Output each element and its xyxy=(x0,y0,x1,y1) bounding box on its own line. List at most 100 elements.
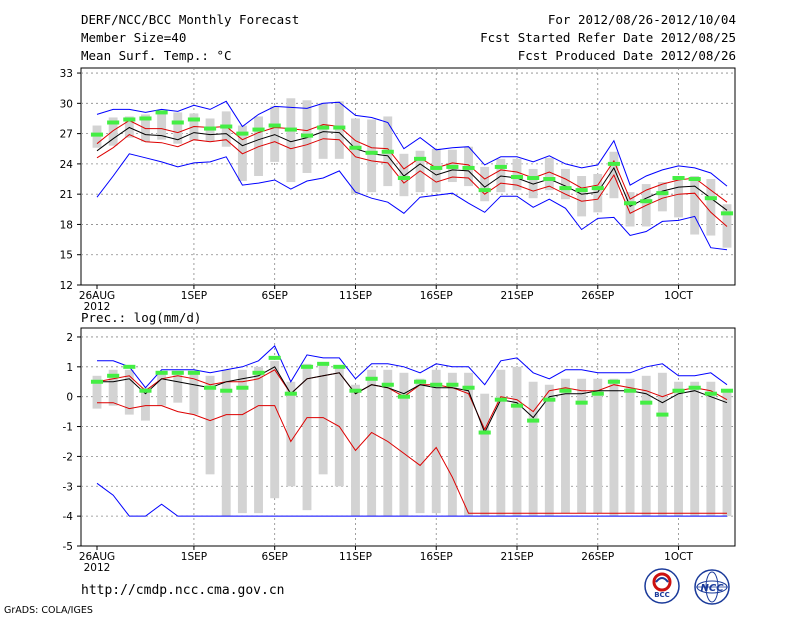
observed-mark xyxy=(720,211,734,216)
ensemble-box xyxy=(657,182,667,212)
chart-title: DERF/NCC/BCC Monthly Forecast xyxy=(81,12,300,27)
fcst-started-date: Fcst Started Refer Date 2012/08/25 xyxy=(480,30,736,45)
ensemble-box xyxy=(302,363,312,511)
observed-mark xyxy=(349,388,362,393)
x-tick-label: 6SEP xyxy=(262,290,288,302)
observed-mark xyxy=(462,385,475,390)
y-tick-label: -3 xyxy=(63,481,73,493)
min-line xyxy=(96,153,728,251)
variable-label-temp: Mean Surf. Temp.: °C xyxy=(81,48,232,63)
x-tick-label: 6SEP xyxy=(262,551,288,563)
plot-frame xyxy=(80,327,736,547)
ensemble-box xyxy=(124,369,134,415)
observed-mark xyxy=(704,391,717,396)
source-url: http://cmdp.ncc.cma.gov.cn xyxy=(81,583,285,598)
y-tick-label: 27 xyxy=(60,129,73,141)
ensemble-box xyxy=(674,381,683,517)
observed-mark xyxy=(381,382,394,387)
fcst-produced-date: Fcst Produced Date 2012/08/26 xyxy=(517,48,736,63)
observed-mark xyxy=(365,376,378,381)
ensemble-box xyxy=(512,158,522,191)
ensemble-box xyxy=(544,384,554,517)
mean-line xyxy=(96,126,728,211)
observed-mark xyxy=(333,125,346,130)
ensemble-box xyxy=(205,375,215,475)
observed-mark xyxy=(607,379,620,384)
observed-mark xyxy=(107,373,120,378)
ensemble-box xyxy=(464,372,473,517)
observed-mark xyxy=(220,124,233,129)
ensemble-box xyxy=(399,372,409,517)
observed-mark xyxy=(575,400,588,405)
x-tick-label: 26SEP xyxy=(581,551,614,563)
x-tick-label: 1OCT xyxy=(664,290,693,302)
ensemble-box xyxy=(367,119,377,193)
max-line xyxy=(96,100,728,187)
observed-mark xyxy=(268,123,281,128)
ensemble-box xyxy=(674,177,683,218)
observed-mark xyxy=(462,165,475,170)
y-tick-label: 0 xyxy=(66,392,73,404)
observed-mark xyxy=(284,391,297,396)
y-tick-label: -1 xyxy=(63,422,73,434)
observed-mark xyxy=(365,150,378,155)
precipitation-panel: -5 -4 -3 -2 -1 0 1 2 26AUG 1SEP 6SEP 11SEP 16SEP 21SE… xyxy=(63,327,736,574)
ncc-logo-text: NCC xyxy=(700,583,724,594)
ensemble-box xyxy=(706,179,716,236)
observed-mark xyxy=(672,176,685,181)
ensemble-box xyxy=(447,372,457,517)
plot-frame xyxy=(80,67,736,286)
observed-mark xyxy=(494,397,507,402)
observed-mark xyxy=(204,126,217,131)
observed-mark xyxy=(527,418,540,423)
observed-mark xyxy=(252,370,265,375)
observed-mark xyxy=(414,379,427,384)
x-year-label: 2012 xyxy=(84,301,111,313)
ensemble-box xyxy=(593,378,603,514)
x-tick-label: 16SEP xyxy=(420,551,453,563)
observed-mark xyxy=(559,186,572,191)
ensemble-box xyxy=(609,378,619,517)
p25-line xyxy=(97,402,727,514)
observed-mark xyxy=(155,370,168,375)
variable-label-prec: Prec.: log(mm/d) xyxy=(81,310,202,325)
observed-mark xyxy=(284,127,297,132)
observed-mark xyxy=(171,120,184,125)
p25-line xyxy=(96,134,728,227)
temperature-panel: 12 15 18 21 24 27 30 33 26AUG 1SEP 6SEP 11SEP 16SEP 2… xyxy=(60,67,736,313)
bcc-logo-text: BCC xyxy=(654,591,670,599)
ncc-logo: NCC xyxy=(694,569,730,605)
ensemble-box xyxy=(706,381,716,517)
y-tick-label: 12 xyxy=(60,280,73,292)
observed-mark xyxy=(559,388,572,393)
ensemble-box xyxy=(561,168,570,200)
ensemble-box xyxy=(577,175,587,217)
ensemble-box xyxy=(108,117,118,146)
observed-mark xyxy=(446,164,459,169)
x-tick-label: 1SEP xyxy=(181,551,207,563)
ensemble-box xyxy=(157,372,167,406)
observed-mark xyxy=(317,125,330,130)
observed-mark xyxy=(107,120,120,125)
ensemble-box xyxy=(270,360,280,499)
observed-mark xyxy=(90,379,104,384)
x-tick-label: 1SEP xyxy=(181,290,207,302)
y-tick-label: -5 xyxy=(63,541,73,553)
grads-credit: GrADS: COLA/IGES xyxy=(4,605,93,616)
observed-mark xyxy=(688,177,701,182)
ensemble-box xyxy=(173,372,183,403)
observed-mark xyxy=(139,388,152,393)
observed-mark xyxy=(414,156,427,161)
ensemble-box xyxy=(173,112,183,144)
observed-mark xyxy=(236,131,249,136)
observed-mark xyxy=(123,364,136,369)
observed-mark xyxy=(139,116,152,121)
observed-mark xyxy=(333,364,346,369)
observed-mark xyxy=(220,388,233,393)
p75-line xyxy=(96,369,728,431)
ensemble-box xyxy=(221,111,231,147)
x-tick-label: 26AUG xyxy=(79,551,115,563)
observed-mark xyxy=(494,164,507,169)
observed-mark xyxy=(688,385,701,390)
